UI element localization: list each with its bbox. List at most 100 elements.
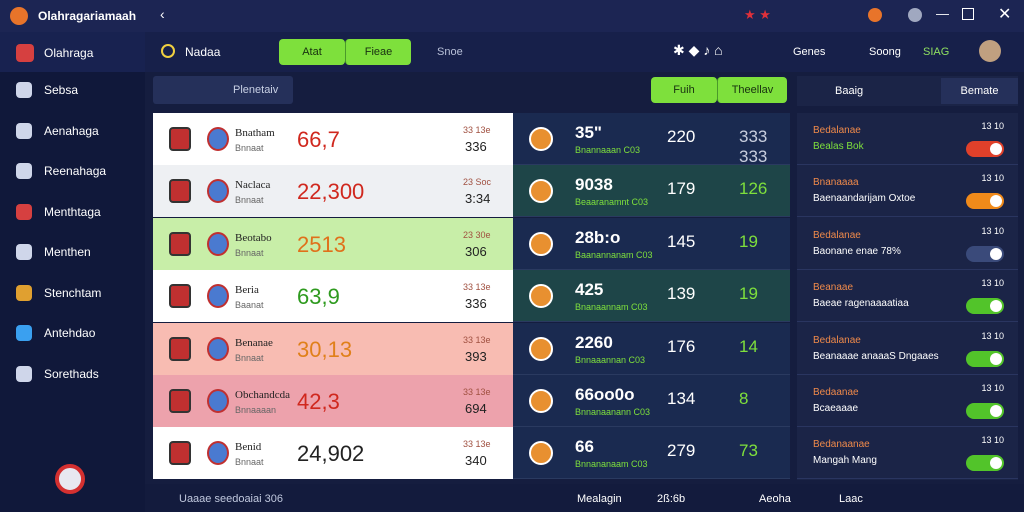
sidebar-item[interactable]: Antehdao xyxy=(0,313,145,353)
team-badge xyxy=(207,284,229,309)
stat: 179 xyxy=(667,179,696,199)
sidebar-header: Olahraga xyxy=(0,32,145,72)
sidebar-label: Antehdao xyxy=(44,326,96,340)
table-row-detail[interactable]: 425 Bnanaannam C03 139 19 xyxy=(513,270,790,323)
logo xyxy=(55,464,85,494)
filter-button[interactable]: Fuih xyxy=(651,77,717,103)
sidebar-item[interactable]: Menthen xyxy=(0,232,145,272)
table-row[interactable]: Benid Bnnaat 24,902 33 13e 340 xyxy=(153,427,513,480)
team-badge xyxy=(169,441,191,466)
team-badge xyxy=(169,127,191,151)
filter-button[interactable]: Theellav xyxy=(717,77,787,103)
team-name: Obchandcda xyxy=(235,389,290,401)
toggle[interactable] xyxy=(966,455,1004,472)
sidebar-item[interactable]: Stenchtam xyxy=(0,273,145,313)
status-item: Laac xyxy=(839,493,863,505)
sidebar-title: Olahraga xyxy=(44,46,94,60)
stat: 33 13e xyxy=(463,387,491,397)
team-name: Benid xyxy=(235,441,262,454)
stat: 33 13e xyxy=(463,125,491,135)
table-row-detail[interactable]: 66 Bnnananaam C03 279 73 xyxy=(513,427,790,480)
card[interactable]: Bedalanae Bealas Bok 13 10 xyxy=(797,113,1018,165)
panel-title: Baaig xyxy=(835,85,864,97)
icon xyxy=(868,8,882,22)
team-badge xyxy=(169,231,191,256)
table-row-detail[interactable]: 9038 Beaaranamnt C03 179 126 xyxy=(513,165,790,218)
table-row-detail[interactable]: 35" Bnannaaan C03 220 333 333 xyxy=(513,113,790,166)
close[interactable]: ✕ xyxy=(998,6,1012,23)
score: 42,3 xyxy=(297,389,340,414)
menu-item[interactable]: SIAG xyxy=(923,46,950,58)
detail-score: 66 xyxy=(575,437,594,457)
panel-button[interactable]: Bemate xyxy=(941,78,1018,104)
stat: 73 xyxy=(739,441,758,461)
table-row[interactable]: Bnatham Bnnaat 66,7 33 13e 336 xyxy=(153,113,513,165)
maximize[interactable] xyxy=(962,8,974,20)
tab[interactable]: Fieae xyxy=(345,39,411,65)
sidebar-item[interactable]: Aenahaga xyxy=(0,111,145,151)
sidebar-item[interactable]: Reenahaga xyxy=(0,151,145,191)
card[interactable]: Bnanaaaa Baenaandarijam Oxtoe 13 10 xyxy=(797,165,1018,218)
stat: 393 xyxy=(465,348,487,364)
table-row-detail[interactable]: 2260 Bnnaaannan C03 176 14 xyxy=(513,322,790,375)
minimize[interactable]: — xyxy=(936,6,949,21)
stat: 19 xyxy=(739,231,758,251)
score: 2513 xyxy=(297,231,346,257)
sidebar-item[interactable]: Menthtaga xyxy=(0,192,145,232)
card-title: Bedalanae xyxy=(813,229,861,241)
table-row-detail[interactable]: 66oo0o Bnnanaanann C03 134 8 xyxy=(513,375,790,427)
panel-header: Baaig Bemate xyxy=(797,76,1018,106)
tab[interactable]: Atat xyxy=(279,39,345,65)
stat: 306 xyxy=(465,243,487,259)
score: 22,300 xyxy=(297,179,365,205)
sidebar: Olahraga Sebsa Aenahaga Reenahaga Menthtaga… xyxy=(0,32,145,512)
top-title: Nadaa xyxy=(185,45,221,59)
menu-item[interactable]: Soong xyxy=(869,46,901,58)
team-sub: Bnnaat xyxy=(235,352,264,363)
badge xyxy=(529,284,553,309)
score: 30,13 xyxy=(297,336,353,362)
stat: 279 xyxy=(667,441,696,461)
stat: 336 xyxy=(465,296,487,312)
table-row[interactable]: Beotabo Bnnaat 2513 23 30e 306 xyxy=(153,217,513,270)
table-row-detail[interactable]: 28b:o Baanannanam C03 145 19 xyxy=(513,217,790,270)
card-sub: Bealas Bok xyxy=(813,141,864,152)
card-title: Beanaae xyxy=(813,282,854,294)
toggle[interactable] xyxy=(966,350,1004,367)
card[interactable]: Bedaanae Bcaeaaae 13 10 xyxy=(797,375,1018,427)
toggle[interactable] xyxy=(966,141,1004,157)
sidebar-label: Sebsa xyxy=(44,83,79,97)
app-icon xyxy=(10,7,28,25)
filter-box[interactable]: Plenetaiv xyxy=(153,76,293,104)
card-num: 13 10 xyxy=(981,330,1004,341)
detail-sub: Baanannanam C03 xyxy=(575,249,653,260)
card[interactable]: Bedalanae Baonane enae 78% 13 10 xyxy=(797,217,1018,270)
stat: 126 xyxy=(739,179,768,199)
card[interactable]: Bedanaanae Mangah Mang 13 10 xyxy=(797,427,1018,480)
table-row[interactable]: Obchandcda Bnnaaaan 42,3 33 13e 694 xyxy=(153,375,513,427)
toggle[interactable] xyxy=(966,298,1004,315)
detail-score: 2260 xyxy=(575,332,613,352)
back-button[interactable]: ‹ xyxy=(160,6,165,22)
toggle[interactable] xyxy=(966,245,1004,262)
sidebar-item[interactable]: Sorethads xyxy=(0,354,145,394)
card[interactable]: Bedalanae Beanaaae anaaaS Dngaaes 13 10 xyxy=(797,322,1018,375)
badge xyxy=(529,127,553,151)
score: 63,9 xyxy=(297,284,340,310)
toggle[interactable] xyxy=(966,403,1004,419)
tab[interactable]: Snoe xyxy=(437,46,463,58)
card-sub: Baenaandarijam Oxtoe xyxy=(813,193,916,205)
badge xyxy=(529,441,553,466)
table-row[interactable]: Benanae Bnnaat 30,13 33 13e 393 xyxy=(153,322,513,375)
card[interactable]: Beanaae Baeae ragenaaaatiaa 13 10 xyxy=(797,270,1018,323)
table-row[interactable]: Beria Baanat 63,9 33 13e 336 xyxy=(153,270,513,323)
menu-item[interactable]: Genes xyxy=(793,46,826,58)
sidebar-item[interactable]: Sebsa xyxy=(0,70,145,110)
table-row[interactable]: Naclaca Bnnaat 22,300 23 Soc 3:34 xyxy=(153,165,513,218)
toggle[interactable] xyxy=(966,193,1004,210)
stat: 336 xyxy=(465,139,487,154)
detail-sub: Bnnananaam C03 xyxy=(575,459,648,470)
team-badge xyxy=(169,336,191,361)
stat: 694 xyxy=(465,401,487,416)
